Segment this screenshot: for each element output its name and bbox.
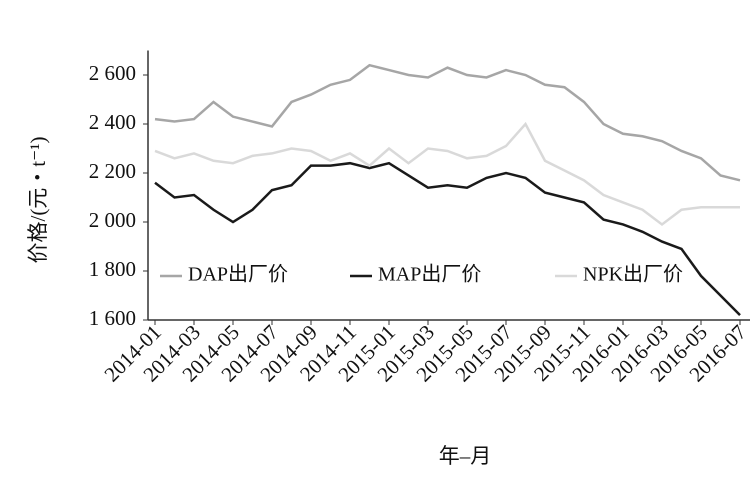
y-tick-label: 2 200 xyxy=(89,159,136,183)
line-series xyxy=(154,121,740,227)
x-axis-label: 年–月 xyxy=(439,444,492,468)
y-tick-label: 2 400 xyxy=(89,110,136,134)
y-tick-label: 2 000 xyxy=(89,208,136,232)
y-tick-label: 1 800 xyxy=(89,257,136,281)
legend-label: NPK出厂价 xyxy=(583,263,683,286)
legend-label: MAP出厂价 xyxy=(378,263,481,286)
legend-label: DAP出厂价 xyxy=(188,263,288,286)
y-tick-label: 2 600 xyxy=(89,61,136,85)
line-series xyxy=(154,161,741,316)
line-series xyxy=(154,63,741,182)
y-axis-label: 价格/(元・t⁻¹) xyxy=(26,136,50,263)
y-tick-label: 1 600 xyxy=(89,306,136,330)
